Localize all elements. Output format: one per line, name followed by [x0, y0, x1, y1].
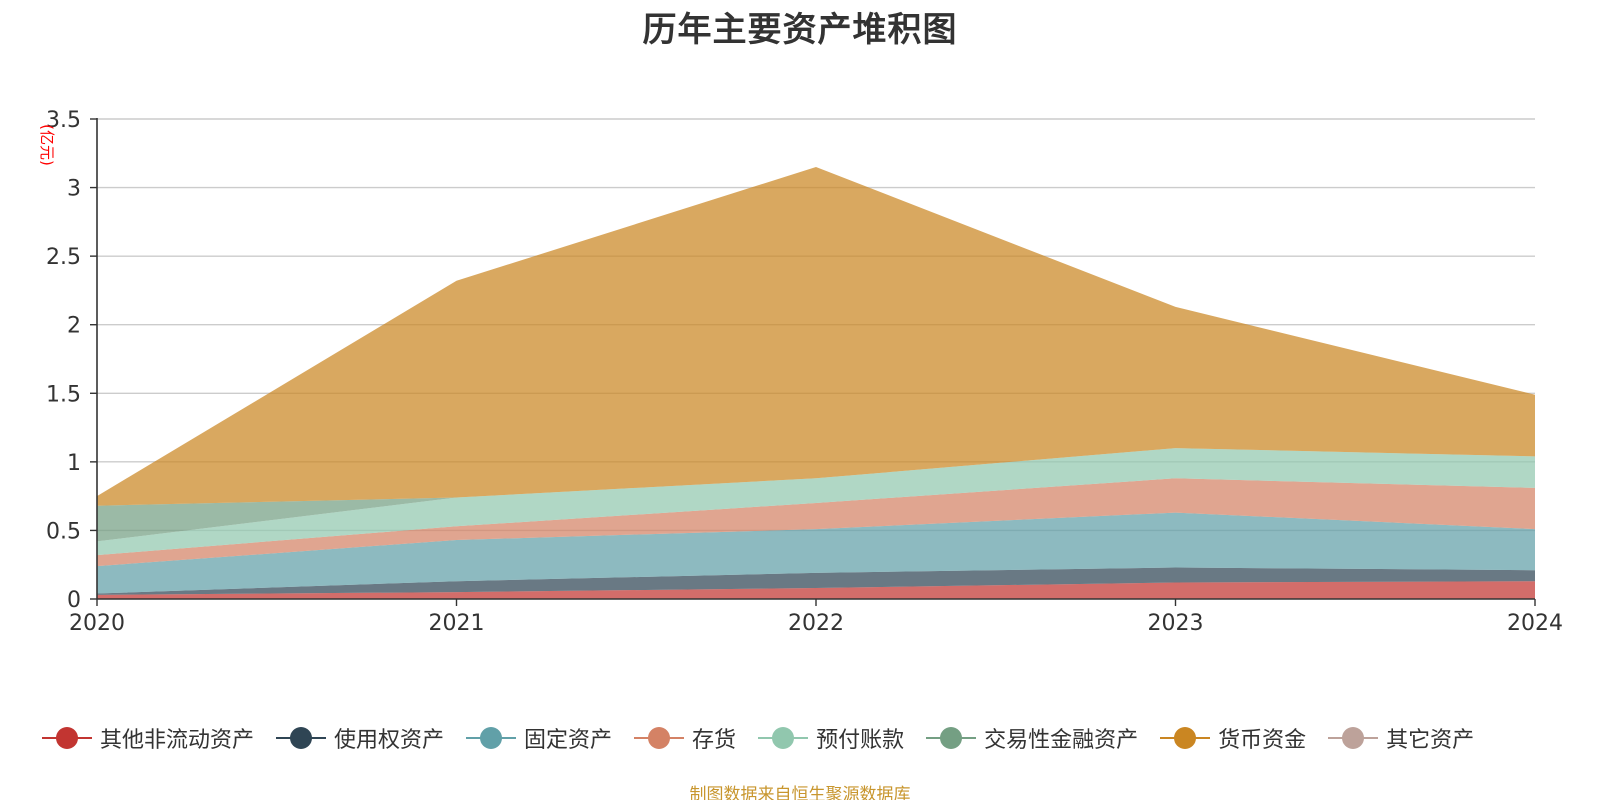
legend-label: 使用权资产	[334, 728, 445, 753]
axes: 0 0.5 1 1.5 2 2.5 3 3.5 2020 2021 2022 2023 2024 (亿元)	[38, 108, 1563, 636]
x-tick-label: 2023	[1148, 611, 1204, 636]
legend-item[interactable]: 存货	[634, 722, 736, 754]
legend-label: 固定资产	[524, 728, 613, 753]
legend-marker-icon	[758, 726, 809, 750]
legend-marker-icon	[42, 726, 92, 750]
legend-item[interactable]: 其它资产	[1328, 722, 1474, 754]
legend-label: 货币资金	[1218, 728, 1307, 753]
y-tick-label: 0	[67, 588, 81, 613]
legend-marker-icon	[466, 726, 517, 750]
area-series	[97, 167, 1535, 599]
area-series-3	[97, 478, 1535, 567]
legend-marker-icon	[1160, 726, 1211, 750]
y-axis-unit-label: (亿元)	[38, 124, 56, 166]
area-series-1	[97, 567, 1535, 595]
y-tick-label: 2.5	[46, 245, 81, 270]
legend-label: 其它资产	[1386, 728, 1475, 753]
x-tick-label: 2020	[69, 611, 125, 636]
x-tick-label: 2024	[1507, 611, 1563, 636]
area-series-6	[97, 167, 1535, 506]
area-series-4	[97, 448, 1535, 556]
y-tick-label: 2	[67, 314, 81, 339]
legend-marker-icon	[1328, 726, 1379, 750]
legend-label: 预付账款	[816, 728, 905, 753]
source-note: 制图数据来自恒生聚源数据库	[689, 785, 911, 800]
chart-title: 历年主要资产堆积图	[642, 10, 958, 50]
y-tick-label: 1	[67, 451, 81, 476]
x-tick-label: 2022	[788, 611, 844, 636]
y-tick-label: 3.5	[46, 108, 81, 133]
y-tick-label: 3	[67, 177, 81, 202]
legend-item[interactable]: 货币资金	[1160, 722, 1306, 754]
legend-item[interactable]: 固定资产	[466, 722, 612, 754]
legend-label: 其他非流动资产	[100, 728, 255, 753]
legend-marker-icon	[926, 726, 977, 750]
legend: 其他非流动资产 使用权资产 固定资产 存货 预付账款 交易性金融资产 货币资金 其它资产	[42, 718, 1474, 758]
legend-label: 交易性金融资产	[984, 728, 1139, 753]
x-tick-label: 2021	[429, 611, 485, 636]
y-tick-label: 0.5	[46, 519, 81, 544]
y-tick-label: 1.5	[46, 382, 81, 407]
legend-item[interactable]: 其他非流动资产	[42, 722, 254, 754]
area-series-2	[97, 512, 1535, 594]
legend-marker-icon	[276, 726, 327, 750]
legend-item[interactable]: 交易性金融资产	[926, 722, 1138, 754]
legend-marker-icon	[634, 726, 685, 750]
legend-label: 存货	[692, 728, 737, 753]
legend-item[interactable]: 预付账款	[758, 722, 904, 754]
legend-item[interactable]: 使用权资产	[276, 722, 444, 754]
area-series-0	[97, 581, 1535, 599]
